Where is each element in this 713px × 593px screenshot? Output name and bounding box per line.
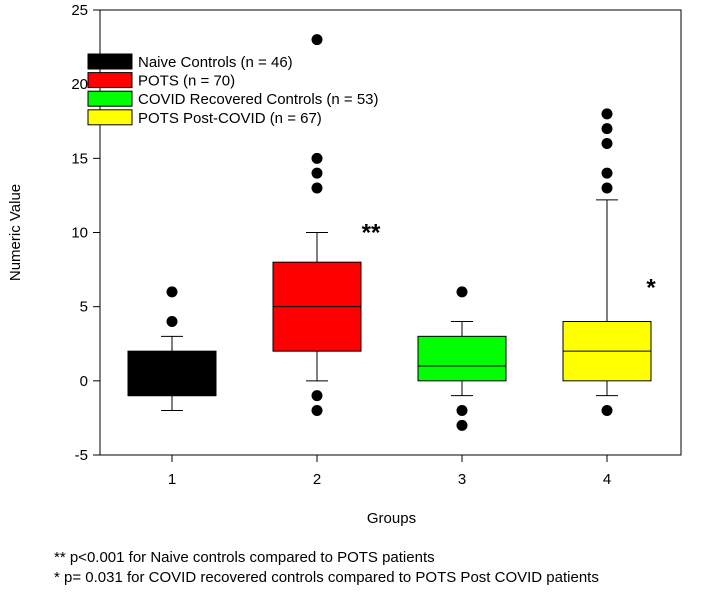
outlier-point bbox=[311, 182, 323, 194]
y-tick-label: 0 bbox=[80, 373, 88, 390]
box-group-4 bbox=[562, 108, 652, 416]
legend-item: POTS Post-COVID (n = 67) bbox=[87, 109, 322, 127]
outlier-point bbox=[601, 108, 613, 120]
x-tick-label: 4 bbox=[603, 471, 611, 488]
outlier-point bbox=[601, 167, 613, 179]
x-tick-label: 1 bbox=[168, 471, 176, 488]
outlier-point bbox=[166, 316, 178, 327]
significance-marker: ** bbox=[362, 220, 381, 247]
legend-swatch bbox=[87, 72, 133, 89]
outlier-point bbox=[166, 286, 178, 298]
outlier-point bbox=[311, 390, 323, 402]
legend-swatch bbox=[87, 109, 133, 126]
y-tick-label: 5 bbox=[80, 299, 88, 316]
box bbox=[417, 335, 507, 382]
y-tick-label: -5 bbox=[75, 447, 88, 464]
y-tick-label: 25 bbox=[71, 2, 88, 19]
x-tick-label: 2 bbox=[313, 471, 321, 488]
footnotes: ** p<0.001 for Naive controls compared t… bbox=[54, 548, 599, 588]
legend-swatch bbox=[87, 53, 133, 70]
legend-swatch bbox=[87, 90, 133, 107]
y-tick-label: 20 bbox=[71, 76, 88, 93]
outlier-point bbox=[456, 405, 468, 416]
y-tick-label: 10 bbox=[71, 225, 88, 242]
x-tick-label: 3 bbox=[458, 471, 466, 488]
outlier-point bbox=[311, 167, 323, 179]
box-group-3 bbox=[417, 286, 507, 431]
outlier-point bbox=[601, 182, 613, 194]
y-axis-label: Numeric Value bbox=[7, 184, 24, 281]
legend-label: POTS (n = 70) bbox=[138, 73, 235, 90]
outlier-point bbox=[311, 152, 323, 164]
legend-label: COVID Recovered Controls (n = 53) bbox=[138, 91, 379, 108]
outlier-point bbox=[456, 419, 468, 431]
box-group-2 bbox=[272, 34, 362, 416]
outlier-point bbox=[601, 405, 613, 416]
footnote-1: ** p<0.001 for Naive controls compared t… bbox=[54, 549, 435, 566]
box bbox=[127, 350, 217, 397]
outlier-point bbox=[601, 138, 613, 149]
footnote-2: * p= 0.031 for COVID recovered controls … bbox=[54, 569, 599, 586]
x-axis-label: Groups bbox=[367, 510, 416, 527]
outlier-point bbox=[311, 405, 323, 416]
y-tick-label: 15 bbox=[71, 150, 88, 167]
box-plot-chart: -5 0 5 10 15 20 25 1 2 3 4 Naive Controls (n = 46)… bbox=[7, 2, 682, 527]
box-group-1 bbox=[127, 286, 217, 411]
legend-label: Naive Controls (n = 46) bbox=[138, 54, 293, 71]
legend-label: POTS Post-COVID (n = 67) bbox=[138, 110, 322, 127]
significance-marker: * bbox=[646, 274, 656, 301]
outlier-point bbox=[311, 34, 323, 46]
outlier-point bbox=[601, 123, 613, 135]
legend-item: COVID Recovered Controls (n = 53) bbox=[87, 90, 379, 108]
outlier-point bbox=[456, 286, 468, 298]
legend-item: POTS (n = 70) bbox=[87, 72, 235, 90]
legend-item: Naive Controls (n = 46) bbox=[87, 53, 293, 71]
